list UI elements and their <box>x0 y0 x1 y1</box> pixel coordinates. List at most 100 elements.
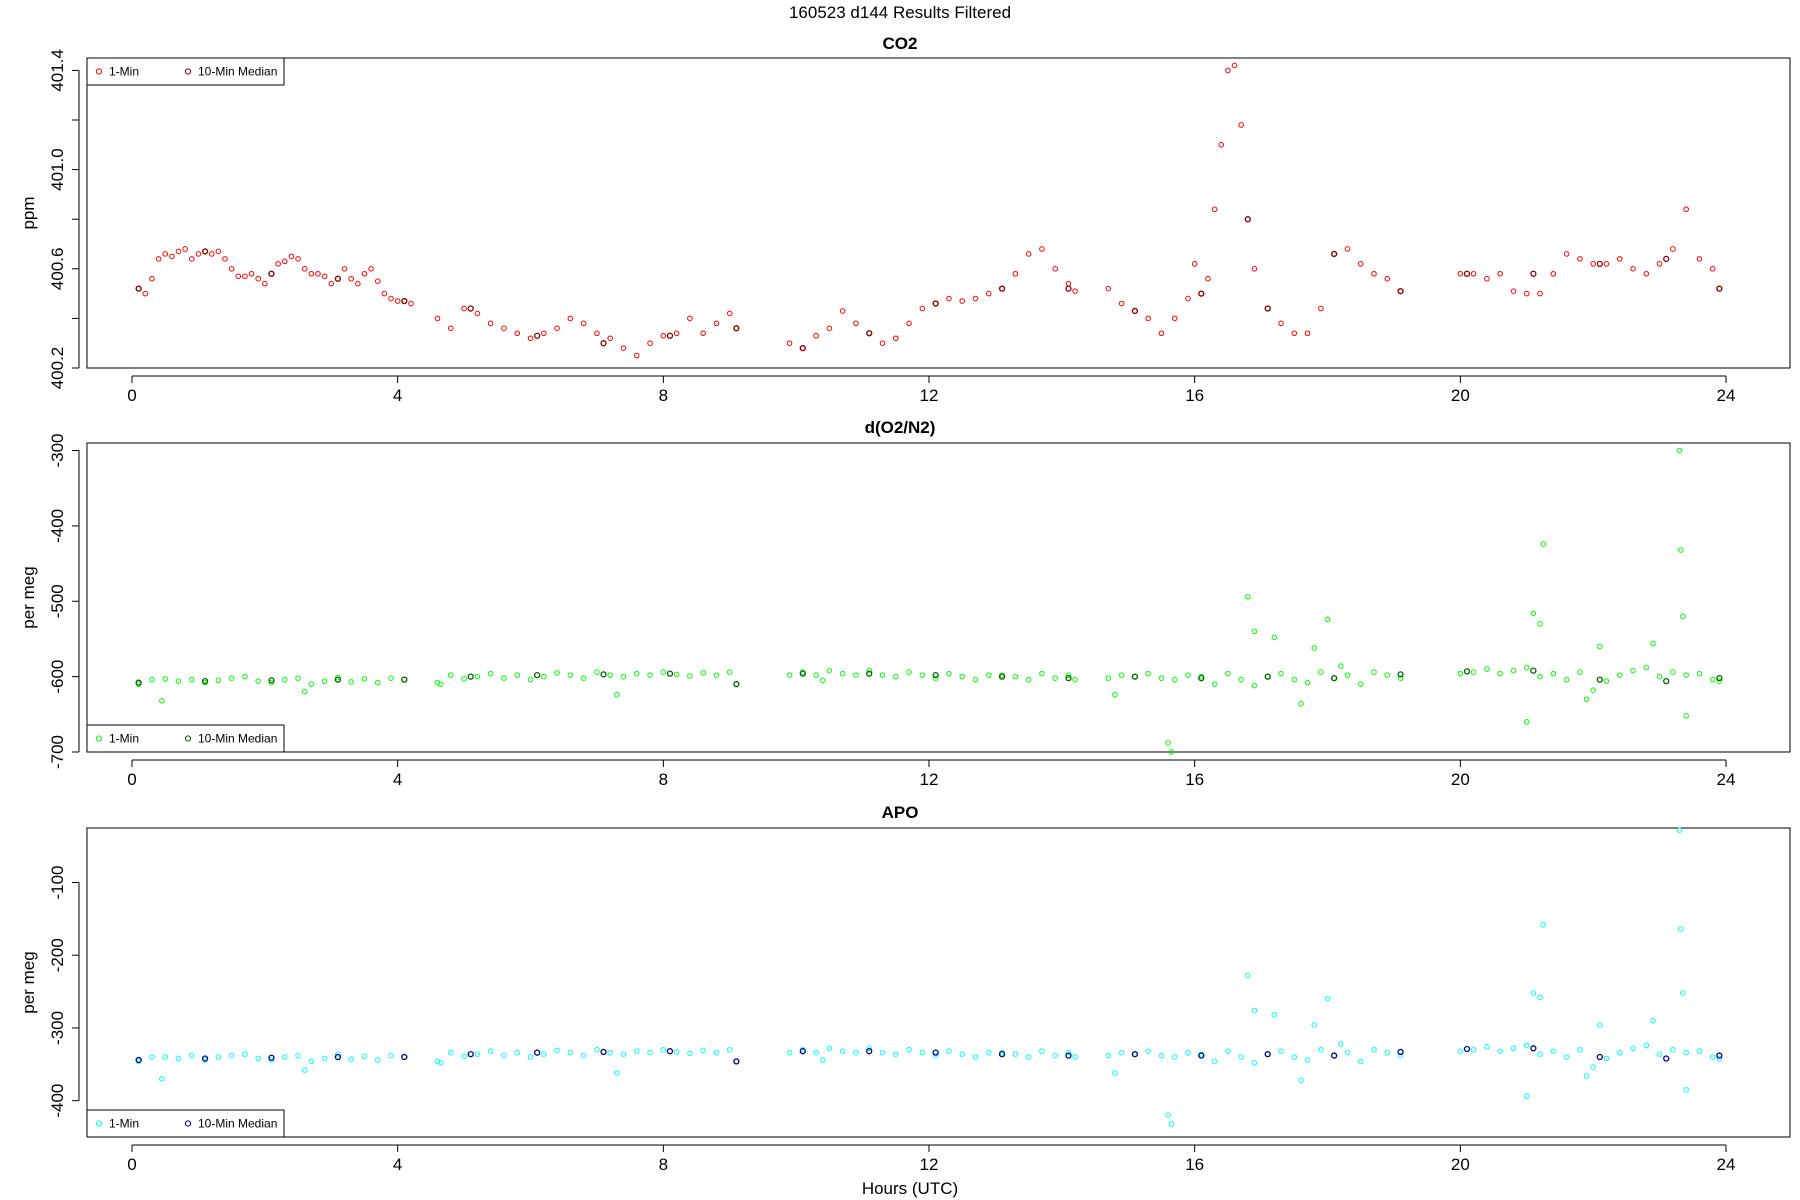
o2n2-1min-point <box>438 681 444 687</box>
apo-1min-point <box>188 1052 195 1059</box>
co2-1min-point <box>228 266 235 272</box>
apo-1min-point <box>1537 1051 1543 1057</box>
apo-x-tick-label: 8 <box>659 1155 668 1174</box>
apo-1min-point <box>1168 1121 1175 1127</box>
o2n2-1min-point <box>1670 669 1676 675</box>
co2-1min-point <box>1550 270 1557 277</box>
apo-points <box>135 827 1723 1127</box>
o2n2-median-point <box>799 670 806 677</box>
co2-1min-point <box>1238 122 1244 128</box>
o2n2-1min-point <box>361 676 368 682</box>
co2-1min-point <box>853 320 859 327</box>
apo-1min-point <box>1245 972 1251 979</box>
apo-1min-point <box>1118 1049 1125 1056</box>
o2n2-1min-point <box>567 672 574 678</box>
apo-1min-point <box>1065 1049 1072 1056</box>
o2n2-1min-point <box>1683 672 1689 678</box>
apo-1min-point <box>321 1055 328 1062</box>
o2n2-y-axis: -700 -600 -500 -400 -300 <box>48 434 80 769</box>
co2-1min-point <box>262 280 268 287</box>
o2n2-1min-point <box>932 675 939 681</box>
co2-1min-point <box>1577 256 1583 262</box>
x-axis-label: Hours (UTC) <box>862 1179 958 1198</box>
o2n2-1min-point <box>1497 670 1503 677</box>
o2n2-median-point <box>135 679 142 686</box>
apo-1min-point <box>474 1051 481 1057</box>
apo-median-point <box>1397 1048 1404 1056</box>
apo-1min-point <box>819 1057 826 1063</box>
co2-median-point <box>1198 290 1205 297</box>
apo-1min-point <box>1304 1057 1311 1063</box>
co2-1min-point <box>594 330 600 337</box>
co2-median-point <box>1716 285 1723 292</box>
apo-median-point <box>998 1050 1006 1058</box>
co2-1min-point <box>235 273 242 280</box>
o2n2-1min-point <box>1357 681 1364 687</box>
o2n2-1min-point <box>1251 682 1258 689</box>
o2n2-1min-point <box>1012 673 1019 680</box>
co2-1min-point <box>620 345 627 351</box>
apo-y-tick-label: -200 <box>48 938 67 972</box>
figure-title: 160523 d144 Results Filtered <box>789 3 1011 22</box>
co2-1min-point <box>1191 261 1198 267</box>
o2n2-1min-point <box>335 674 341 681</box>
o2n2-1min-point <box>1245 593 1251 600</box>
apo-1min-point <box>879 1049 886 1056</box>
co2-1min-point <box>1065 280 1072 287</box>
apo-median-point <box>866 1048 873 1055</box>
o2n2-1min-point <box>301 688 308 695</box>
co2-median-point <box>135 285 142 292</box>
o2n2-1min-point <box>1470 669 1477 675</box>
co2-median-point <box>401 297 408 305</box>
o2n2-median-point <box>1198 674 1205 682</box>
co2-median-point <box>666 332 674 339</box>
apo-1min-point <box>1185 1049 1191 1056</box>
apo-legend-median-label: 10-Min Median <box>198 1117 277 1131</box>
co2-1min-point <box>1039 246 1045 252</box>
o2n2-1min-point <box>1384 672 1391 678</box>
co2-1min-point <box>1523 290 1530 297</box>
apo-1min-point <box>1291 1054 1298 1060</box>
o2n2-1min-point <box>255 678 261 684</box>
co2-panel-title: CO2 <box>883 34 918 53</box>
co2-1min-point <box>155 256 162 262</box>
co2-1min-point <box>361 270 368 277</box>
co2-median-point <box>1463 270 1471 277</box>
apo-median-point <box>1131 1050 1139 1058</box>
apo-1min-point <box>1563 1054 1570 1060</box>
co2-1min-point <box>1497 270 1503 277</box>
co2-median-point <box>1530 270 1537 277</box>
apo-legend-1min-marker <box>95 1120 103 1127</box>
o2n2-1min-point <box>501 675 507 681</box>
o2n2-1min-point <box>162 676 169 682</box>
apo-median-point <box>666 1048 674 1055</box>
apo-panel: APO 0 4 8 12 16 20 24 -400 -300 -200 -100 per meg… <box>19 803 1791 1174</box>
co2-1min-point <box>1457 270 1464 277</box>
co2-1min-point <box>673 330 680 337</box>
o2n2-median-point <box>268 677 275 684</box>
co2-median-point <box>1131 307 1139 315</box>
co2-1min-point <box>906 320 912 327</box>
apo-1min-point <box>1530 990 1537 996</box>
co2-median-point <box>600 340 607 347</box>
o2n2-1min-point <box>580 675 587 681</box>
apo-legend-1min-label: 1-Min <box>109 1117 139 1131</box>
apo-1min-point <box>1165 1112 1171 1118</box>
o2n2-1min-point <box>1145 670 1151 677</box>
apo-1min-point <box>1371 1046 1377 1053</box>
apo-1min-point <box>1384 1049 1391 1056</box>
o2n2-points <box>135 447 1723 755</box>
co2-1min-point <box>1510 288 1517 294</box>
apo-1min-point <box>726 1046 733 1053</box>
co2-1min-point <box>580 320 587 327</box>
apo-1min-point <box>554 1047 560 1054</box>
o2n2-median-point <box>932 671 939 679</box>
o2n2-1min-point <box>614 691 620 698</box>
co2-1min-point <box>222 256 228 262</box>
co2-median-point <box>467 305 474 312</box>
o2n2-1min-point <box>1484 666 1490 672</box>
o2n2-1min-point <box>1683 713 1689 719</box>
co2-1min-point <box>1218 142 1225 148</box>
co2-1min-point <box>540 330 547 337</box>
apo-1min-point <box>1457 1048 1464 1055</box>
